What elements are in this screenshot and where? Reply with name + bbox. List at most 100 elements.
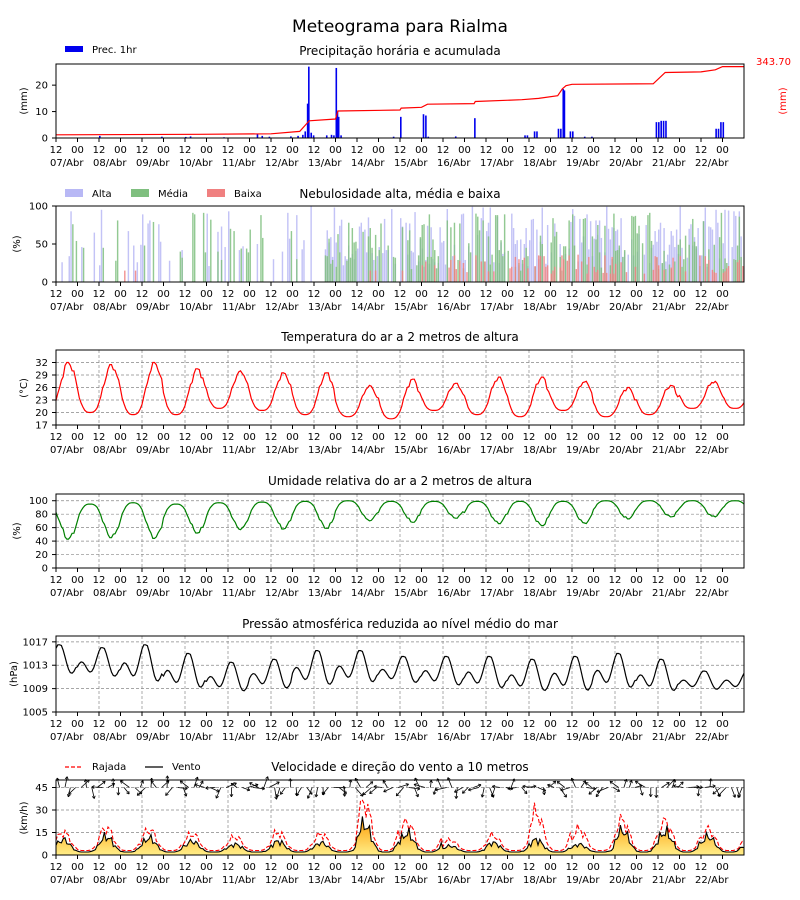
cloud-bar-media bbox=[192, 212, 194, 282]
cloud-bar-baixa bbox=[602, 272, 604, 282]
wind-arrow-head bbox=[200, 780, 204, 785]
hum-hour-label: 00 bbox=[372, 575, 385, 586]
cloud-bar-media bbox=[229, 228, 232, 282]
pressure-panel: Pressão atmosférica reduzida ao nível mé… bbox=[9, 617, 745, 743]
cloud-bar-alta bbox=[709, 227, 712, 282]
wind-arrow-head bbox=[454, 789, 458, 793]
cloud-bar-media bbox=[432, 239, 434, 282]
temp-ytick-label: 29 bbox=[35, 371, 48, 382]
cloud-day-label: 11/Abr bbox=[222, 302, 256, 313]
wind-arrow-head bbox=[468, 787, 472, 792]
wind-direction-arrow bbox=[80, 779, 90, 788]
wind-arrow-head bbox=[696, 793, 701, 797]
cloud-hour-label: 00 bbox=[243, 289, 256, 300]
temp-hour-label: 00 bbox=[501, 432, 514, 443]
wind-direction-arrow bbox=[193, 776, 198, 788]
cloud-bar-media bbox=[435, 268, 438, 282]
cloud-bar-alta bbox=[364, 229, 366, 282]
cloud-hour-label: 00 bbox=[286, 289, 299, 300]
wind-direction-arrow bbox=[165, 787, 173, 796]
precip-bar bbox=[333, 135, 335, 138]
wind-direction-arrow bbox=[462, 787, 469, 794]
cloud-bar-alta bbox=[70, 211, 72, 282]
cloud-hour-label: 12 bbox=[523, 289, 536, 300]
cloud-bar-media bbox=[247, 252, 250, 282]
cloud-bar-alta bbox=[376, 256, 379, 282]
wind-direction-arrow bbox=[373, 786, 383, 788]
cloud-bar-media bbox=[324, 255, 327, 282]
hum-day-label: 08/Abr bbox=[93, 588, 127, 599]
cloud-hour-label: 00 bbox=[544, 289, 557, 300]
wind-direction-arrow bbox=[623, 779, 627, 788]
wind-day-label: 15/Abr bbox=[394, 875, 428, 886]
cloud-bar-alta bbox=[727, 210, 730, 282]
cloud-hour-label: 00 bbox=[458, 289, 471, 300]
cloud-bar-media bbox=[491, 254, 493, 282]
temp-hour-label: 00 bbox=[673, 432, 686, 443]
cloud-day-label: 20/Abr bbox=[609, 302, 643, 313]
cloud-bar-media bbox=[349, 257, 352, 282]
precip-ytick-label: 10 bbox=[35, 107, 48, 118]
pres-hour-label: 12 bbox=[179, 719, 192, 730]
cloud-bar-alta bbox=[529, 240, 531, 282]
wind-speed-fill bbox=[56, 816, 744, 855]
cloud-bar-alta bbox=[697, 228, 699, 282]
cloud-day-label: 19/Abr bbox=[566, 302, 600, 313]
wind-direction-arrow bbox=[586, 787, 596, 790]
cloud-bar-media bbox=[374, 234, 377, 282]
precip-hour-label: 00 bbox=[114, 145, 127, 156]
wind-arrow-head bbox=[120, 780, 124, 784]
precip-hour-label: 12 bbox=[695, 145, 708, 156]
wind-arrow-head bbox=[230, 782, 235, 787]
precip-day-label: 10/Abr bbox=[179, 158, 213, 169]
cloud-bar-alta bbox=[611, 227, 613, 282]
precip-hour-label: 12 bbox=[437, 145, 450, 156]
wind-arrow-head bbox=[306, 795, 311, 799]
cloud-bar-media bbox=[502, 256, 504, 282]
wind-day-label: 21/Abr bbox=[652, 875, 686, 886]
precip-bar bbox=[302, 134, 304, 138]
wind-arrow-head bbox=[454, 795, 459, 799]
cloud-bar-baixa bbox=[611, 256, 613, 282]
cloud-bar-alta bbox=[340, 219, 343, 282]
wind-direction-arrow bbox=[383, 787, 394, 793]
cloud-bar-baixa bbox=[523, 257, 526, 282]
temp-hour-label: 00 bbox=[544, 432, 557, 443]
wind-arrow-head bbox=[261, 786, 265, 791]
cloud-bar-alta bbox=[385, 250, 388, 282]
wind-arrow-head bbox=[165, 775, 170, 779]
hum-hour-label: 00 bbox=[544, 575, 557, 586]
wind-speed-area bbox=[56, 816, 744, 855]
wind-arrow-head bbox=[563, 794, 567, 798]
temp-day-label: 15/Abr bbox=[394, 445, 428, 456]
precip-bar bbox=[427, 136, 430, 138]
temp-hour-label: 12 bbox=[480, 432, 493, 443]
cloud-bar-alta bbox=[301, 249, 303, 282]
pres-hour-label: 00 bbox=[630, 719, 643, 730]
cloud-bar-baixa bbox=[615, 263, 617, 282]
pres-hour-label: 12 bbox=[523, 719, 536, 730]
precip-hour-label: 12 bbox=[136, 145, 149, 156]
cloud-bar-media bbox=[478, 230, 481, 282]
pres-day-label: 21/Abr bbox=[652, 732, 686, 743]
cloud-bar-baixa bbox=[606, 272, 608, 282]
wind-arrow-head bbox=[523, 790, 528, 795]
wind-title: Velocidade e direção do vento a 10 metro… bbox=[271, 760, 528, 774]
cloud-day-label: 16/Abr bbox=[437, 302, 471, 313]
hum-hour-label: 12 bbox=[351, 575, 364, 586]
wind-direction-arrow bbox=[430, 780, 432, 788]
precip-hour-label: 00 bbox=[71, 145, 84, 156]
cloud-bar-alta bbox=[100, 209, 103, 282]
wind-direction-arrow bbox=[139, 780, 144, 788]
temp-hour-label: 00 bbox=[71, 432, 84, 443]
cloud-bar-baixa bbox=[475, 255, 477, 282]
humidity-series bbox=[55, 500, 745, 540]
cloud-bar-media bbox=[735, 259, 737, 282]
wind-direction-arrow bbox=[315, 787, 318, 798]
cloud-bar-alta bbox=[480, 218, 483, 282]
wind-arrow-head bbox=[246, 787, 251, 792]
cloud-bar-media bbox=[475, 213, 477, 282]
wind-arrow-head bbox=[648, 793, 653, 798]
cloud-bar-media bbox=[102, 247, 105, 282]
precip-hour-label: 00 bbox=[157, 145, 170, 156]
